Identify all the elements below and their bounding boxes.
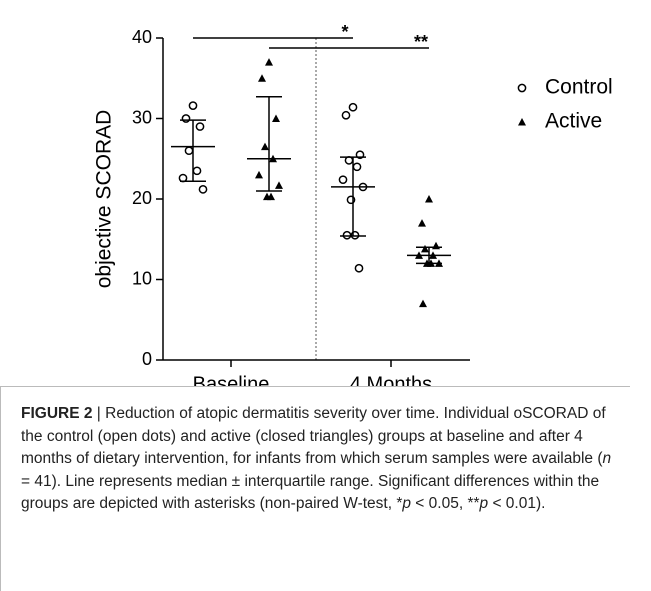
circle-point (198, 184, 208, 194)
significance-label: * (341, 22, 348, 42)
legend-label: Active (545, 110, 602, 133)
triangle-point (267, 192, 275, 201)
caption-text: = 41). Line represents median ± interqua… (21, 472, 600, 513)
triangle-point (265, 58, 273, 66)
circle-point (195, 122, 205, 131)
triangle-point (255, 170, 263, 179)
caption-text: p (402, 495, 411, 512)
triangle-point (418, 219, 426, 227)
chart: objective SCORAD 0 10 20 30 40 Baseline 4 Mont… (93, 22, 613, 386)
y-tick-label: 20 (132, 188, 152, 208)
figure-label: FIGURE 2 (21, 405, 93, 422)
x-tick-label: Baseline (193, 373, 270, 386)
y-tick-label: 40 (132, 27, 152, 47)
significance-label: ** (414, 32, 428, 52)
triangle-point (419, 299, 427, 308)
triangle-point (425, 195, 433, 203)
y-tick-label: 30 (132, 107, 152, 127)
circle-point (338, 175, 348, 185)
triangle-point (258, 74, 266, 82)
circle-point (352, 162, 362, 172)
circle-point (192, 166, 202, 176)
caption-text: < 0.01). (488, 495, 546, 512)
caption-text: < 0.05, ** (411, 495, 480, 512)
circle-point (354, 263, 364, 273)
triangle-point (272, 114, 280, 122)
triangle-point (432, 241, 440, 250)
caption-text: p (479, 495, 489, 512)
circle-point (341, 110, 351, 120)
circle-point (184, 146, 194, 156)
y-axis-label: objective SCORAD (93, 110, 116, 289)
circle-point (188, 101, 198, 110)
y-tick-label: 0 (142, 349, 152, 369)
circle-point (181, 114, 191, 123)
triangle-point (261, 142, 269, 151)
x-tick-label: 4 Months (350, 373, 432, 386)
circle-point (348, 102, 358, 112)
triangle-point (518, 118, 526, 126)
caption: FIGURE 2 | Reduction of atopic dermatiti… (0, 386, 630, 591)
circle-point (342, 230, 352, 240)
circle-point (517, 83, 527, 93)
caption-text: | Reduction of atopic dermatitis severit… (21, 405, 606, 467)
triangle-point (275, 181, 283, 189)
triangle-point (421, 244, 429, 253)
caption-text: n (602, 450, 612, 467)
legend-label: Control (545, 76, 613, 99)
y-tick-label: 10 (132, 268, 152, 288)
